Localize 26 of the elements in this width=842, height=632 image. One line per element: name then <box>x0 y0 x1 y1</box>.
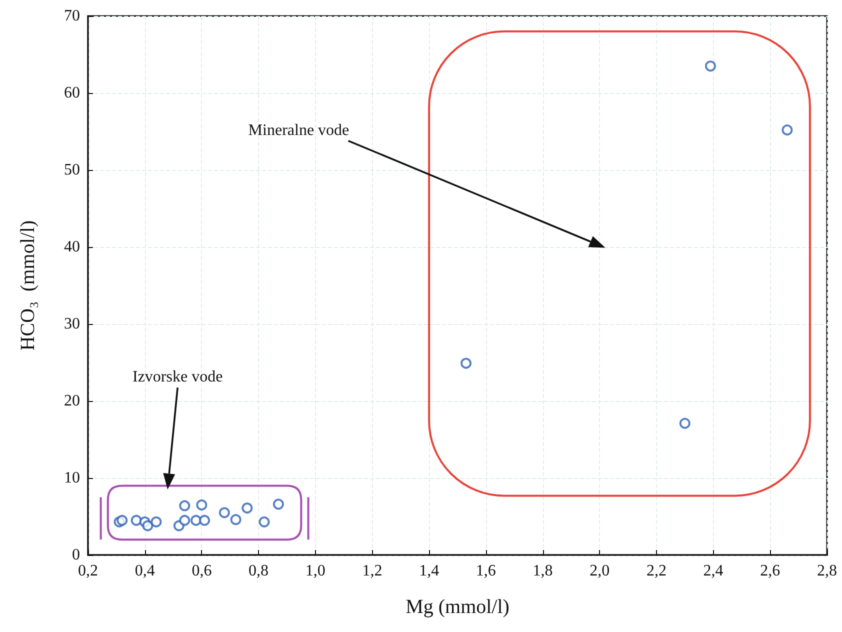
x-tick-label: 1,4 <box>419 562 440 580</box>
y-axis-title: HCO₃ (mmol/l) <box>17 220 39 351</box>
x-tick-label: 2,8 <box>817 562 837 580</box>
annotation: Mineralne vode <box>248 122 350 139</box>
y-tick-label: 40 <box>64 238 80 256</box>
x-tick-label: 2,2 <box>646 562 666 580</box>
y-tick-label: 30 <box>64 316 80 332</box>
y-tick-label: 50 <box>64 162 80 178</box>
y-tick-label: 0 <box>72 546 80 564</box>
y-tick-label: 70 <box>64 8 80 24</box>
x-tick-label: 1,0 <box>305 562 326 580</box>
x-tick-label: 0,8 <box>248 562 269 580</box>
x-tick-label: 2,0 <box>590 562 610 580</box>
y-tick-label: 20 <box>64 392 80 410</box>
x-tick-label: 0,2 <box>78 562 98 580</box>
x-tick-label: 0,4 <box>134 562 155 580</box>
annotation: Izvorske vode <box>132 368 223 386</box>
x-tick-label: 1,6 <box>476 562 496 580</box>
x-tick-label: 2,4 <box>703 562 724 580</box>
x-tick-label: 1,2 <box>362 562 382 580</box>
x-tick-label: 2,6 <box>760 562 780 580</box>
y-tick-label: 60 <box>64 84 80 102</box>
y-tick-label: 10 <box>64 470 80 486</box>
x-axis-title: Mg (mmol/l) <box>406 596 510 618</box>
x-tick-label: 1,8 <box>532 562 553 580</box>
x-tick-label: 0,6 <box>192 562 212 580</box>
